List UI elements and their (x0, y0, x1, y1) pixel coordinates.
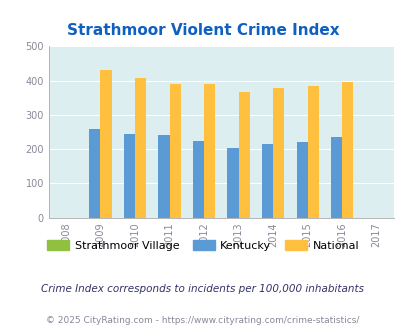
Text: Crime Index corresponds to incidents per 100,000 inhabitants: Crime Index corresponds to incidents per… (41, 284, 364, 294)
Bar (296, 142, 307, 218)
Bar (100, 70, 111, 218)
Bar (261, 144, 272, 218)
Bar (134, 78, 146, 218)
Legend: Strathmoor Village, Kentucky, National: Strathmoor Village, Kentucky, National (42, 235, 363, 255)
Bar (341, 82, 352, 218)
Bar (192, 141, 203, 218)
Bar (330, 138, 341, 218)
Bar (124, 134, 134, 218)
Text: Strathmoor Violent Crime Index: Strathmoor Violent Crime Index (66, 23, 339, 38)
Bar (169, 84, 180, 218)
Bar (307, 86, 318, 218)
Bar (227, 148, 238, 218)
Bar (89, 129, 100, 218)
Bar (273, 88, 283, 218)
Bar (238, 91, 249, 218)
Bar (158, 135, 169, 218)
Bar (203, 84, 215, 218)
Text: © 2025 CityRating.com - https://www.cityrating.com/crime-statistics/: © 2025 CityRating.com - https://www.city… (46, 316, 359, 325)
